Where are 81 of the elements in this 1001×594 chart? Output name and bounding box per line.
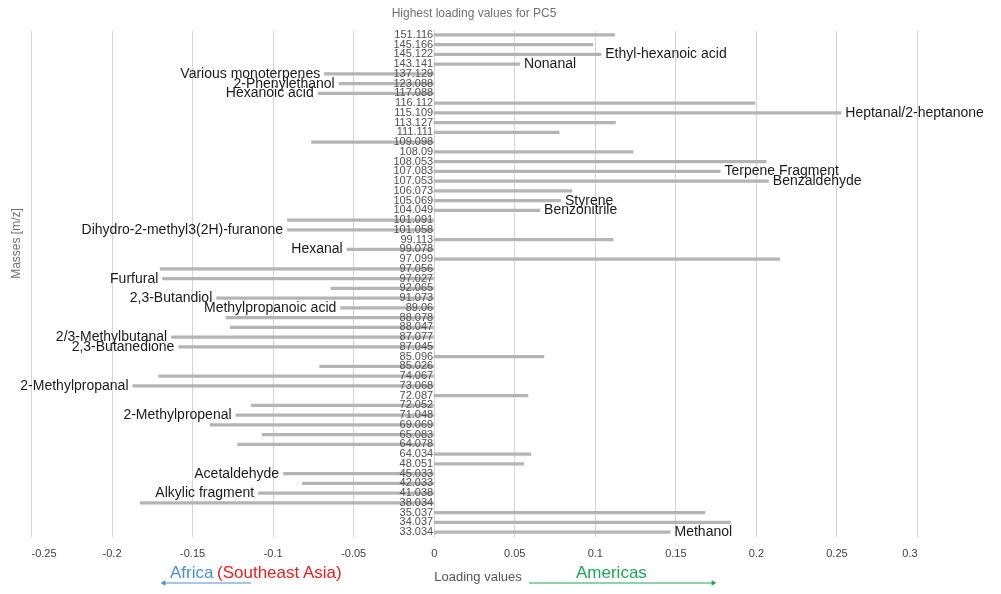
x-tick-label: -0.1: [263, 546, 283, 559]
x-tick-label: 0.1: [587, 546, 603, 559]
y-tick-label: 99.113: [400, 232, 434, 245]
text: (Southeast Asia): [217, 563, 342, 582]
bar: [433, 257, 781, 261]
y-tick-label: 105.069: [393, 193, 434, 206]
y-tick-label: 45.033: [399, 466, 434, 479]
bar: [433, 208, 541, 212]
y-tick-label: 123.088: [393, 76, 434, 89]
y-tick-label: 72.087: [399, 388, 434, 401]
x-tick-label: 0.2: [748, 546, 765, 559]
annotation: 2-Methylpropanal: [20, 376, 129, 393]
bar: [433, 160, 767, 164]
x-tick-label: 0.15: [665, 546, 687, 559]
bar: [433, 101, 756, 105]
annotation: Acetaldehyde: [194, 464, 280, 481]
y-tick-label: 99.078: [399, 242, 434, 255]
x-axis-title: Loading values: [434, 569, 523, 584]
annotation: Furfural: [110, 269, 159, 286]
annotation: 2-Methylpropenal: [123, 406, 232, 423]
x-tick-label: -0.2: [102, 546, 122, 559]
bar: [433, 62, 520, 66]
y-tick-label: 117.088: [394, 86, 434, 99]
bar: [433, 111, 842, 115]
x-tick-label: -0.15: [180, 546, 206, 559]
y-tick-label: 145.122: [393, 47, 434, 60]
y-tick-label: 88.078: [399, 310, 434, 323]
y-tick-label: 113.127: [394, 115, 434, 128]
bar: [433, 530, 671, 534]
bar: [433, 452, 532, 456]
bar: [433, 355, 545, 359]
x-tick-label: 0.3: [902, 546, 918, 559]
bar: [433, 52, 602, 56]
y-tick-label: 88.047: [399, 320, 434, 333]
y-tick-label: 85.026: [399, 359, 434, 372]
annotation: Hexanal: [291, 240, 343, 257]
annotation: Heptanal/2-heptanone: [845, 103, 985, 120]
y-tick-label: 65.083: [399, 427, 434, 440]
y-tick-label: 33.034: [399, 525, 434, 538]
bar: [433, 394, 529, 398]
bar: [433, 189, 573, 193]
bar: [433, 130, 560, 134]
y-tick-label: 97.027: [399, 271, 434, 284]
annotation: Nonanal: [523, 55, 577, 72]
y-tick-label: 42.033: [399, 476, 434, 489]
y-tick-label: 104.049: [393, 203, 434, 216]
bar: [433, 33, 615, 37]
chart-title: Highest loading values for PC5: [391, 6, 557, 21]
annotation: Ethyl-hexanoic acid: [605, 45, 727, 62]
annotation: Alkylic fragment: [155, 484, 255, 501]
annotation: Methanol: [674, 523, 733, 540]
bar: [433, 520, 731, 524]
x-tick-label: -0.25: [31, 546, 57, 559]
bar: [433, 121, 616, 125]
y-axis-title: Masses [m/z]: [9, 208, 23, 279]
bar: [433, 150, 634, 154]
y-tick-label: 151.116: [394, 27, 434, 40]
y-tick-label: 64.078: [399, 437, 434, 450]
y-tick-label: 111.111: [396, 125, 434, 138]
y-tick-label: 92.065: [399, 281, 434, 294]
y-tick-label: 145.166: [393, 37, 434, 50]
y-tick-label: 85.096: [399, 349, 434, 362]
x-tick-label: 0: [431, 546, 438, 559]
annotation: Dihydro-2-methyl3(2H)-furanone: [81, 220, 284, 237]
y-tick-label: 35.037: [399, 505, 434, 518]
bar: [433, 169, 721, 173]
bar: [433, 511, 706, 515]
y-tick-label: 72.052: [399, 398, 434, 411]
y-tick-label: 107.083: [393, 164, 434, 177]
bar: [433, 199, 561, 203]
x-tick-label: 0.05: [504, 546, 526, 559]
x-tick-label: -0.05: [341, 546, 367, 559]
bar: [433, 238, 614, 242]
y-tick-label: 108.053: [393, 154, 434, 167]
text: Africa: [170, 563, 214, 582]
y-tick-label: 34.037: [399, 515, 434, 528]
x-tick-label: 0.25: [826, 546, 848, 559]
text: Americas: [576, 563, 647, 582]
bar: [433, 43, 594, 47]
bar: [433, 179, 769, 183]
bar: [433, 462, 524, 466]
